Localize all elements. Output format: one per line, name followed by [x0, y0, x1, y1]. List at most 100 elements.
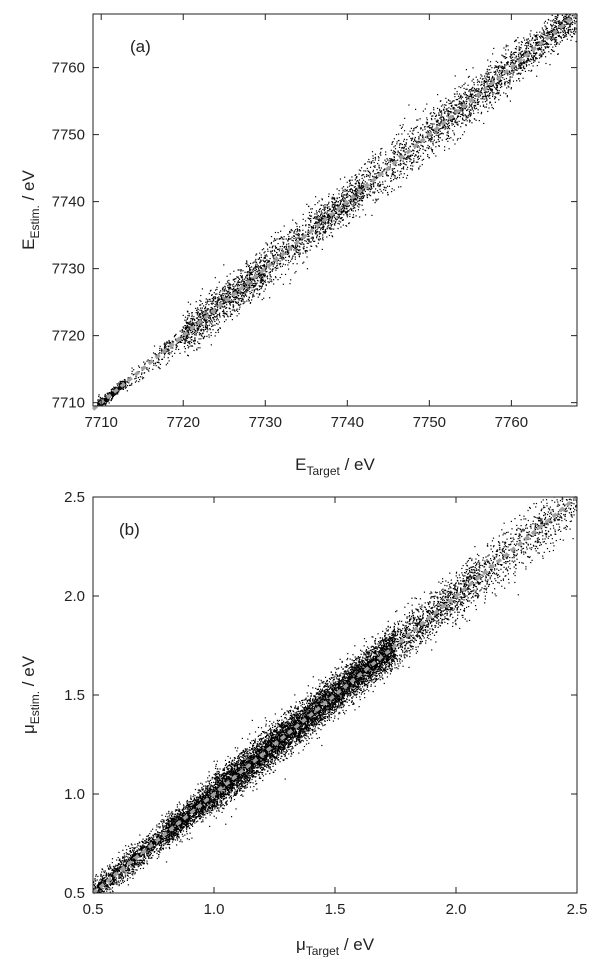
- scatter-point: [272, 263, 274, 265]
- scatter-point: [486, 98, 488, 100]
- scatter-point: [482, 105, 485, 107]
- scatter-point: [176, 342, 178, 344]
- scatter-point: [454, 108, 456, 110]
- scatter-point: [279, 262, 282, 265]
- scatter-point: [206, 331, 208, 333]
- scatter-point: [192, 322, 194, 325]
- scatter-point: [467, 76, 470, 78]
- scatter-point: [193, 333, 195, 335]
- scatter-point: [165, 364, 167, 366]
- scatter-point: [570, 17, 572, 19]
- scatter-point: [210, 318, 212, 320]
- scatter-point: [260, 274, 263, 276]
- scatter-point: [357, 182, 360, 184]
- scatter-point: [524, 52, 527, 54]
- scatter-point: [339, 221, 342, 223]
- scatter-point: [555, 33, 557, 35]
- scatter-point: [384, 159, 386, 161]
- scatter-point: [356, 187, 358, 189]
- scatter-point: [209, 322, 211, 324]
- scatter-point: [223, 301, 225, 303]
- scatter-point: [240, 300, 243, 302]
- scatter-point: [359, 187, 361, 189]
- scatter-point: [493, 77, 495, 79]
- scatter-point: [411, 154, 413, 156]
- scatter-point: [491, 106, 493, 109]
- scatter-point: [392, 172, 394, 174]
- scatter-point: [152, 360, 154, 362]
- scatter-point: [323, 207, 325, 209]
- scatter-point: [374, 153, 377, 155]
- scatter-point: [161, 358, 164, 360]
- scatter-point: [340, 217, 342, 219]
- scatter-point: [286, 249, 288, 251]
- scatter-point: [193, 323, 195, 325]
- scatter-point: [368, 193, 370, 195]
- scatter-point: [404, 163, 406, 165]
- scatter-point: [229, 283, 231, 285]
- scatter-point: [314, 240, 316, 242]
- scatter-point: [418, 138, 420, 140]
- scatter-point: [216, 297, 219, 299]
- scatter-point: [185, 338, 187, 340]
- scatter-point: [418, 137, 420, 139]
- scatter-point: [446, 134, 448, 136]
- scatter-point: [448, 122, 450, 124]
- scatter-point: [471, 94, 473, 97]
- scatter-point: [426, 126, 428, 128]
- scatter-point: [396, 141, 398, 143]
- scatter-point: [428, 127, 431, 129]
- scatter-point: [253, 267, 255, 269]
- scatter-point: [483, 91, 485, 94]
- scatter-point: [172, 341, 174, 343]
- scatter-point: [485, 91, 487, 93]
- scatter-point: [153, 364, 155, 366]
- scatter-point: [379, 185, 381, 187]
- scatter-point: [168, 349, 170, 352]
- scatter-point: [118, 384, 121, 386]
- scatter-point: [572, 1, 573, 2]
- scatter-point: [111, 396, 114, 398]
- scatter-point: [179, 330, 181, 332]
- scatter-point: [221, 297, 223, 299]
- scatter-point: [263, 282, 265, 284]
- scatter-point: [400, 170, 402, 172]
- scatter-point: [321, 198, 323, 200]
- scatter-point: [252, 278, 254, 280]
- scatter-point: [233, 283, 235, 285]
- scatter-point: [185, 336, 187, 338]
- scatter-point: [446, 115, 448, 117]
- scatter-point: [432, 141, 434, 143]
- scatter-point: [356, 180, 358, 182]
- scatter-point: [244, 276, 247, 278]
- scatter-point: [153, 345, 156, 347]
- scatter-point: [555, 26, 557, 28]
- scatter-point: [461, 96, 463, 98]
- scatter-point: [518, 57, 520, 59]
- scatter-point: [437, 94, 439, 96]
- scatter-point: [215, 293, 217, 295]
- scatter-point: [353, 205, 355, 207]
- scatter-point: [286, 243, 288, 245]
- scatter-point: [513, 71, 515, 73]
- scatter-point: [532, 65, 534, 67]
- scatter-point: [226, 290, 228, 293]
- scatter-point: [406, 139, 408, 141]
- scatter-point: [333, 197, 336, 199]
- scatter-point: [540, 37, 542, 39]
- scatter-point: [390, 149, 392, 151]
- scatter-point: [297, 237, 299, 239]
- scatter-point: [147, 369, 149, 371]
- scatter-point: [486, 94, 488, 96]
- scatter-point: [497, 83, 500, 85]
- scatter-point: [476, 98, 479, 100]
- scatter-point: [483, 81, 485, 83]
- scatter-point: [458, 102, 460, 104]
- scatter-point: [190, 331, 192, 334]
- scatter-point: [242, 303, 244, 305]
- scatter-point: [352, 184, 354, 187]
- scatter-point: [453, 125, 456, 127]
- scatter-point: [332, 206, 335, 208]
- scatter-point: [555, 25, 557, 27]
- scatter-point: [236, 315, 238, 317]
